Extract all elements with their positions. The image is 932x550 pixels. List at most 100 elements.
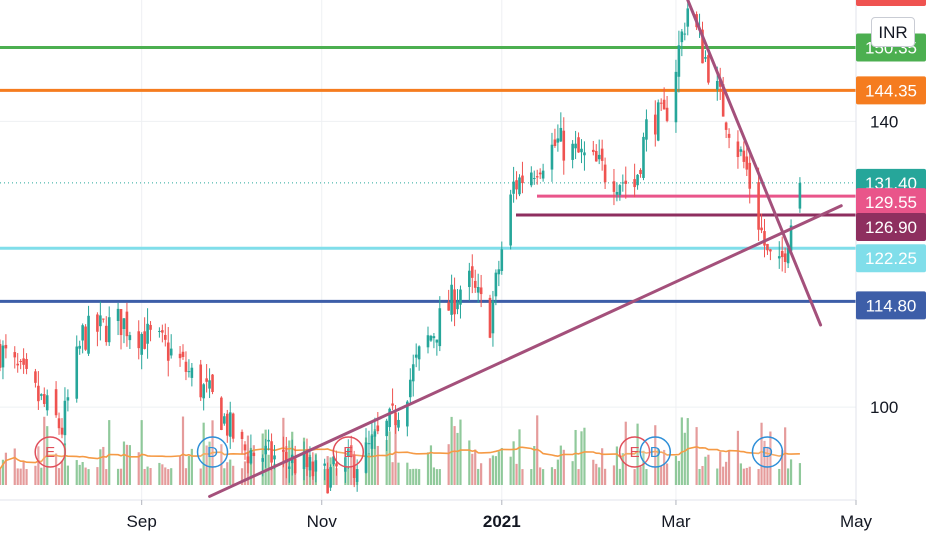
candle-body: [456, 301, 459, 310]
candle-body: [707, 55, 710, 83]
volume-bar: [468, 440, 471, 485]
volume-bar: [1, 459, 5, 485]
volume-bar: [16, 468, 19, 485]
candle-body: [479, 287, 483, 295]
candle-body: [246, 456, 250, 464]
candle-body: [140, 333, 143, 355]
volume-bar: [75, 460, 78, 485]
candle-body: [417, 346, 421, 360]
candle-body: [102, 318, 105, 320]
volume-bar: [725, 461, 728, 485]
volume-bar: [745, 467, 748, 485]
volume-bar: [99, 449, 102, 485]
price-tag: [856, 291, 926, 320]
candle-body: [580, 148, 583, 153]
volume-bar: [618, 468, 621, 485]
candle-body: [600, 148, 604, 161]
volume-bar: [760, 422, 763, 485]
candle-body: [509, 194, 512, 246]
candle-body: [285, 452, 288, 463]
volume-bar: [580, 431, 583, 485]
candle-body: [187, 371, 191, 373]
volume-bar: [645, 469, 648, 485]
volume-bar: [13, 448, 16, 485]
candle-body: [742, 150, 746, 162]
candle-body: [538, 172, 542, 175]
candle-body: [624, 180, 628, 184]
candle-body: [96, 314, 99, 332]
candle-body: [231, 413, 235, 439]
volume-bar: [615, 446, 619, 485]
volume-bar: [695, 427, 698, 485]
candle-body: [13, 352, 17, 358]
candle-body: [521, 175, 524, 184]
candle-body: [406, 401, 409, 427]
candle-body: [42, 394, 46, 404]
volume-bar: [789, 459, 793, 485]
candle-body: [308, 457, 312, 471]
candle-body: [786, 248, 790, 264]
price-tag-label: 122.25: [865, 249, 917, 268]
candle-body: [267, 439, 270, 442]
volume-bar: [787, 468, 790, 485]
volume-bar: [766, 446, 769, 485]
volume-bar: [701, 465, 704, 485]
x-tick-label: Mar: [661, 512, 691, 531]
candle-body: [190, 367, 194, 378]
volume-bar: [781, 450, 784, 485]
candle-body: [597, 154, 601, 160]
candle-body: [470, 266, 474, 278]
candle-body: [612, 181, 616, 192]
volume-bar: [769, 431, 772, 485]
y-tick-label: 100: [870, 398, 898, 417]
candle-body: [225, 413, 229, 436]
volume-bar: [500, 447, 503, 485]
candle-body: [769, 249, 772, 252]
event-marker-label: D: [207, 444, 218, 461]
earnings-marker: [34, 436, 66, 468]
candle-body: [550, 144, 554, 170]
horizontal-levels: [0, 46, 856, 303]
volume-bar: [164, 467, 167, 485]
currency-button[interactable]: INR: [871, 17, 915, 47]
volume-bar: [208, 441, 211, 485]
volume-bar: [654, 425, 657, 485]
volume-bar: [178, 456, 182, 485]
volume-bar: [497, 451, 500, 485]
candle-body: [249, 450, 253, 464]
volume-bar: [96, 467, 99, 485]
candle-body: [763, 231, 766, 246]
volume-bar: [199, 468, 202, 485]
candle-body: [748, 162, 752, 189]
volume-bar: [229, 459, 232, 485]
volume-bar: [19, 468, 22, 485]
volume-bar: [559, 445, 562, 485]
volume-bar: [273, 463, 276, 485]
volume-bar: [686, 418, 689, 485]
volume-bar: [739, 463, 742, 485]
volume-bar: [108, 420, 111, 485]
candle-body: [54, 389, 58, 416]
candle-body: [677, 45, 681, 77]
volume-bar: [604, 468, 607, 485]
volume-bar: [140, 420, 143, 485]
price-tag: [856, 188, 926, 217]
candle-body: [553, 139, 557, 146]
candle-body: [757, 182, 760, 230]
volume-bar: [270, 469, 273, 485]
volume-bar: [716, 468, 719, 485]
candle-body: [473, 280, 477, 288]
volume-bar: [698, 469, 701, 485]
candle-body: [373, 431, 377, 437]
candle-body: [766, 243, 769, 251]
candle-body: [512, 181, 515, 194]
candle-body: [122, 318, 126, 330]
candle-body: [388, 408, 391, 428]
candle-body: [397, 419, 400, 428]
volume-bar: [763, 440, 766, 485]
candle-body: [60, 427, 64, 435]
price-tag: [856, 213, 926, 241]
volume-bar: [542, 469, 545, 485]
candle-body: [270, 441, 273, 463]
